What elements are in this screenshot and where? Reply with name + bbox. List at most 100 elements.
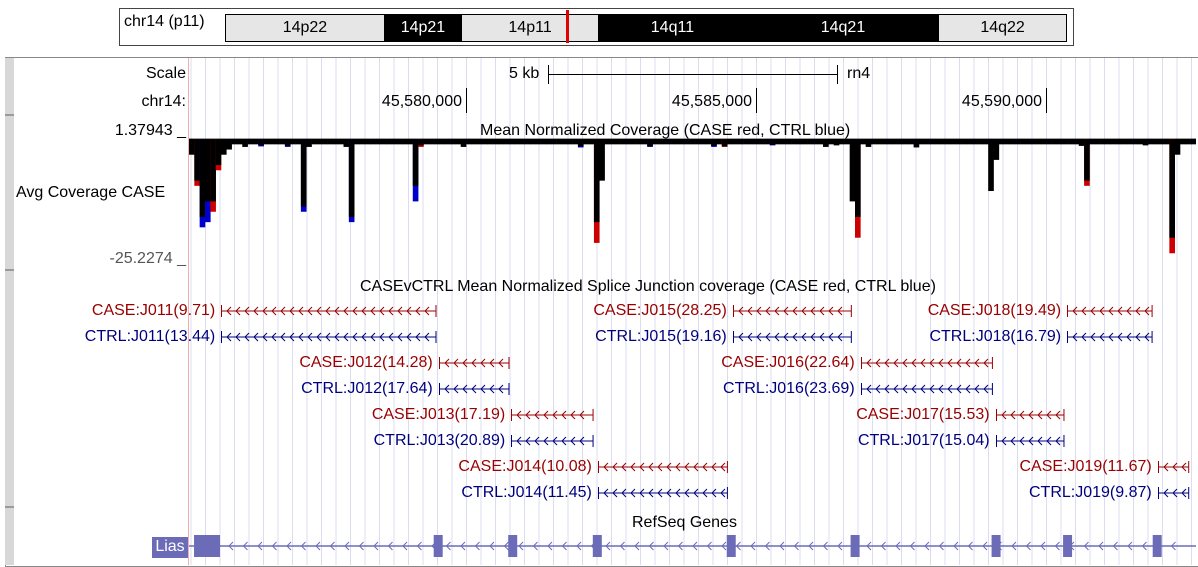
coverage-bar [380, 139, 387, 145]
coverage-bar [609, 139, 616, 145]
gene-exon [433, 535, 443, 557]
coverage-bar [1030, 139, 1037, 145]
coverage-bar [567, 139, 573, 145]
coverage-bar [444, 139, 451, 145]
coverage-bar [226, 139, 232, 150]
coverage-bar [801, 139, 808, 145]
coverage-bar [950, 139, 957, 145]
scale-label: Scale [145, 65, 186, 82]
coverage-bar [572, 139, 579, 145]
coverage-bar [1014, 139, 1021, 145]
coverage-bar [1084, 139, 1090, 181]
gene-strand-chevron [967, 541, 973, 551]
gutter-separator [5, 269, 14, 271]
gene-strand-chevron [271, 541, 277, 551]
gene-strand-chevron [1054, 541, 1060, 551]
coverage-bar [775, 139, 781, 145]
coverage-bar [189, 139, 195, 155]
ideogram-band[interactable]: 14q11 [598, 15, 747, 41]
coverage-bar [870, 139, 877, 145]
scale-size-label: 5 kb [509, 65, 540, 82]
coverage-bar [423, 139, 430, 145]
coverage-bar [695, 139, 701, 145]
coverage-bar [471, 139, 478, 145]
coverage-bar [412, 139, 419, 186]
coverage-bar [1105, 139, 1112, 145]
gene-strand-chevron [619, 541, 625, 551]
coverage-bar [1164, 139, 1170, 145]
gene-strand-chevron [1170, 541, 1176, 551]
ideogram-band[interactable]: 14q22 [939, 15, 1066, 41]
coverage-bar [231, 139, 238, 145]
coverage-bar [1009, 139, 1016, 145]
ideogram-band[interactable]: 14p22 [226, 15, 384, 41]
coverage-bar [306, 139, 312, 147]
coverage-bar [902, 139, 909, 145]
coverage-bar [1185, 139, 1191, 145]
coverage-track-label[interactable]: Avg Coverage CASE [16, 184, 166, 201]
coverage-bar [1121, 139, 1128, 145]
coverage-bar [966, 139, 973, 145]
coverage-bar [311, 139, 318, 145]
coverage-bar [1041, 139, 1048, 145]
gene-strand-chevron [329, 541, 335, 551]
label-column-divider [188, 58, 189, 565]
coverage-bar [679, 139, 685, 145]
coverage-bar [396, 139, 403, 145]
coverage-bar [972, 139, 978, 145]
gene-strand-chevron [228, 541, 234, 551]
gene-strand-chevron [706, 541, 712, 551]
gene-strand-chevron [1011, 541, 1017, 551]
coverage-bar [460, 139, 467, 147]
coverage-bar [514, 139, 520, 145]
gene-strand-chevron [344, 541, 350, 551]
coverage-bar [791, 139, 797, 145]
coverage-bar [737, 139, 744, 145]
ruler-position: 45,585,000 [671, 93, 752, 110]
ideogram-bands[interactable]: 14p22 14p21 14p11 14q11 14q21 14q22 [225, 14, 1067, 42]
coverage-bar [545, 139, 552, 145]
coverage-bar [556, 139, 563, 145]
gene-strand-chevron [895, 541, 901, 551]
coverage-bar [849, 139, 856, 202]
coverage-bar [759, 139, 765, 145]
ideogram-band[interactable]: 14p11 [462, 15, 599, 41]
coverage-bar [769, 139, 776, 145]
coverage-bar [892, 139, 898, 145]
coverage-bar [391, 139, 398, 145]
coverage-bar [194, 139, 200, 181]
gene-exon [991, 535, 1001, 557]
coverage-bar [1094, 139, 1101, 145]
coverage-bar [364, 139, 371, 145]
track-gutter[interactable] [5, 58, 14, 565]
ideogram-band[interactable]: 14q21 [746, 15, 940, 41]
coverage-bar [322, 139, 328, 145]
gene-strand-chevron [982, 541, 988, 551]
coverage-bar [439, 139, 446, 145]
gene-strand-chevron [387, 541, 393, 551]
coverage-bar [577, 139, 584, 147]
gene-strand-chevron [692, 541, 698, 551]
coverage-bar [844, 139, 850, 145]
gene-strand-chevron [474, 541, 480, 551]
coverage-bar [897, 139, 904, 145]
gene-strand-chevron [315, 541, 321, 551]
gene-strand-chevron [1141, 541, 1147, 551]
coverage-bar [727, 139, 733, 145]
gene-strand-chevron [402, 541, 408, 551]
coverage-bar [300, 139, 307, 207]
coverage-bar [615, 139, 621, 145]
junction-track-title: CASEvCTRL Mean Normalized Splice Junctio… [360, 278, 936, 295]
coverage-bar [918, 139, 925, 145]
gene-strand-chevron [1040, 541, 1046, 551]
coverage-bar [242, 139, 248, 147]
gene-label[interactable]: Lias [152, 537, 188, 558]
coverage-bar [604, 139, 611, 145]
coverage-bar [524, 139, 531, 145]
coverage-bar [268, 139, 275, 145]
coverage-bar [375, 139, 382, 145]
coverage-bar [1126, 139, 1133, 145]
ideogram-band[interactable]: 14p21 [383, 15, 463, 41]
coverage-bar [540, 139, 547, 145]
coverage-bar [668, 139, 675, 145]
